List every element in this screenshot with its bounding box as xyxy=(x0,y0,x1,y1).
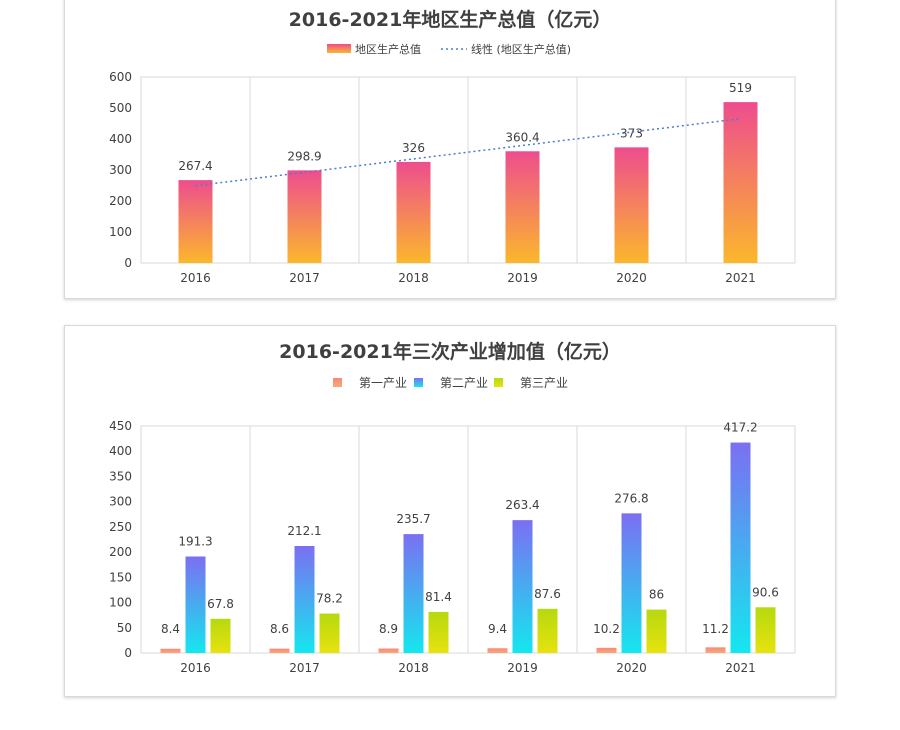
bar xyxy=(178,180,213,263)
y-tick-label: 0 xyxy=(124,256,132,270)
legend-label: 第三产业 xyxy=(520,376,568,390)
bar xyxy=(537,608,558,653)
x-tick-label: 2018 xyxy=(398,661,429,675)
data-label: 9.4 xyxy=(488,622,507,636)
y-tick-label: 500 xyxy=(109,101,132,115)
data-label: 87.6 xyxy=(534,587,561,601)
chart-title: 2016-2021年三次产业增加值（亿元） xyxy=(279,341,621,363)
bar xyxy=(403,534,424,653)
data-label: 86 xyxy=(649,588,664,602)
bar xyxy=(294,546,315,653)
y-tick-label: 250 xyxy=(109,520,132,534)
bar xyxy=(487,648,508,653)
gdp-chart-svg: 0 100 200 300 400 500 600 2016 2017 2018 2019 2020 2… xyxy=(109,42,796,285)
chart-panel-gdp: 2016-2021年地区生产总值（亿元） 0 100 200 300 400 500 600… xyxy=(64,0,836,299)
bar xyxy=(730,442,751,653)
bar xyxy=(596,647,617,653)
data-label: 519 xyxy=(729,81,752,95)
x-tick-label: 2017 xyxy=(289,271,320,285)
data-label: 263.4 xyxy=(505,498,539,512)
y-tick-label: 450 xyxy=(109,419,132,433)
bar xyxy=(621,513,642,653)
x-tick-label: 2020 xyxy=(616,661,647,675)
y-tick-label: 100 xyxy=(109,596,132,610)
bar xyxy=(614,147,649,263)
data-label: 10.2 xyxy=(593,622,620,636)
data-label: 67.8 xyxy=(207,597,234,611)
data-label: 8.9 xyxy=(379,622,398,636)
bar xyxy=(428,611,449,653)
y-tick-label: 400 xyxy=(109,444,132,458)
bar xyxy=(210,618,231,653)
data-label: 326 xyxy=(402,141,425,155)
bar xyxy=(396,161,431,263)
y-tick-label: 400 xyxy=(109,132,132,146)
bar xyxy=(160,648,181,653)
bar xyxy=(755,607,776,653)
bar xyxy=(287,170,322,263)
data-label: 11.2 xyxy=(702,622,729,636)
legend-label: 第二产业 xyxy=(440,376,488,390)
bar xyxy=(185,556,206,653)
data-label: 191.3 xyxy=(178,534,212,548)
x-tick-label: 2020 xyxy=(616,271,647,285)
y-tick-label: 300 xyxy=(109,163,132,177)
y-tick-label: 200 xyxy=(109,545,132,559)
legend-label: 地区生产总值 xyxy=(355,42,421,56)
y-tick-label: 600 xyxy=(109,70,132,84)
data-label: 298.9 xyxy=(287,149,321,163)
x-tick-label: 2017 xyxy=(289,661,320,675)
legend-swatch xyxy=(333,378,342,387)
legend-swatch xyxy=(414,378,423,387)
bar xyxy=(723,102,758,263)
bar xyxy=(512,520,533,653)
data-label: 8.4 xyxy=(161,622,180,636)
y-tick-label: 350 xyxy=(109,469,132,483)
bar xyxy=(269,648,290,653)
y-tick-label: 300 xyxy=(109,495,132,509)
x-tick-label: 2016 xyxy=(180,661,211,675)
x-tick-label: 2019 xyxy=(507,661,538,675)
y-tick-label: 50 xyxy=(117,621,132,635)
data-label: 78.2 xyxy=(316,592,343,606)
data-label: 417.2 xyxy=(723,421,757,435)
x-tick-label: 2018 xyxy=(398,271,429,285)
data-label: 81.4 xyxy=(425,590,452,604)
data-label: 373 xyxy=(620,126,643,140)
x-tick-label: 2019 xyxy=(507,271,538,285)
data-label: 276.8 xyxy=(614,491,648,505)
data-label: 235.7 xyxy=(396,512,430,526)
data-label: 90.6 xyxy=(752,585,779,599)
data-label: 267.4 xyxy=(178,159,212,173)
chart-panel-industries: 2016-2021年三次产业增加值（亿元） 0 50 100 150 200 250 300… xyxy=(64,325,836,697)
data-label: 360.4 xyxy=(505,130,539,144)
bar xyxy=(646,609,667,653)
legend-label: 第一产业 xyxy=(359,376,407,390)
y-tick-label: 200 xyxy=(109,194,132,208)
bar xyxy=(505,151,540,263)
legend-swatch xyxy=(494,378,503,387)
chart-title: 2016-2021年地区生产总值（亿元） xyxy=(288,9,612,31)
data-label: 8.6 xyxy=(270,622,289,636)
bar xyxy=(378,648,399,653)
y-tick-label: 0 xyxy=(124,646,132,660)
y-tick-label: 150 xyxy=(109,570,132,584)
x-tick-label: 2016 xyxy=(180,271,211,285)
legend-label: 线性 (地区生产总值) xyxy=(471,42,571,56)
legend-swatch-bar xyxy=(327,44,351,53)
x-tick-label: 2021 xyxy=(725,661,756,675)
bar xyxy=(319,613,340,653)
trendline xyxy=(195,117,741,187)
y-tick-label: 100 xyxy=(109,225,132,239)
bar xyxy=(705,647,726,653)
data-label: 212.1 xyxy=(287,524,321,538)
x-tick-label: 2021 xyxy=(725,271,756,285)
industries-chart-svg: 0 50 100 150 200 250 300 350 400 450 2016 2017 2018 2… xyxy=(109,376,796,675)
